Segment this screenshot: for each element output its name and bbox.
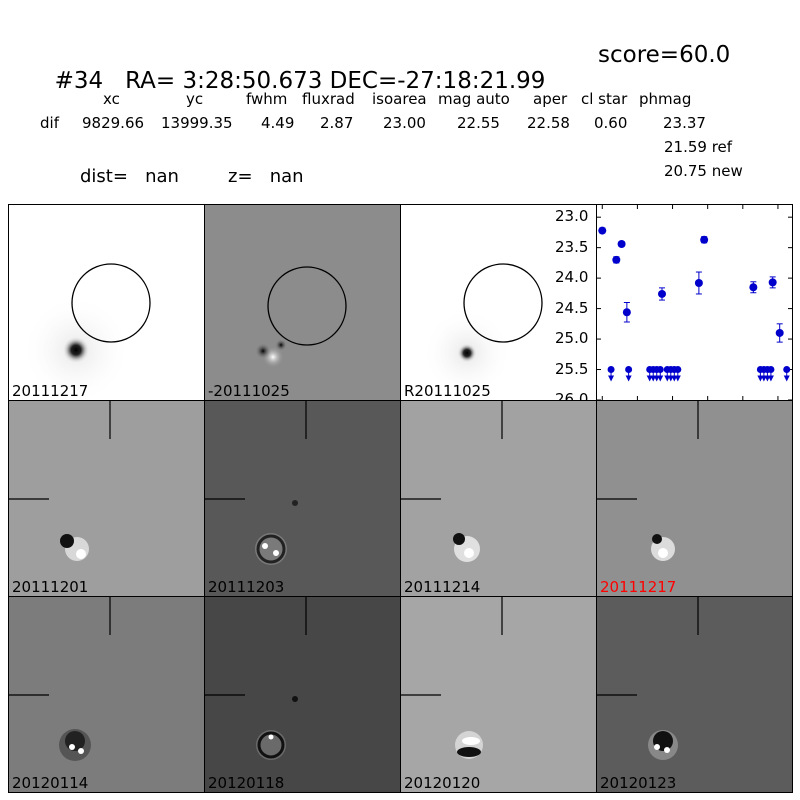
data-point bbox=[700, 235, 709, 244]
stamp-image bbox=[205, 597, 307, 760]
aperture-circle bbox=[463, 263, 543, 343]
image-panel-diff: -20111025 bbox=[204, 204, 401, 401]
cell-phmag: 23.37 bbox=[663, 114, 706, 132]
y-tick-label: 24.0 bbox=[555, 268, 589, 287]
image-panel-epoch: 20120120 bbox=[400, 596, 597, 793]
cell-fwhm: 4.49 bbox=[261, 114, 295, 132]
panel-label-highlight: 20111217 bbox=[600, 578, 677, 596]
cell-isoarea: 23.00 bbox=[383, 114, 426, 132]
image-panel-epoch: 20111201 bbox=[8, 400, 205, 597]
data-point bbox=[749, 283, 758, 292]
panel-label: -20111025 bbox=[208, 382, 290, 400]
col-header-cl-star: cl star bbox=[581, 90, 628, 108]
image-panel-epoch: 20120114 bbox=[8, 596, 205, 793]
panel-label: 20111217 bbox=[12, 382, 89, 400]
cell-cl-star: 0.60 bbox=[594, 114, 628, 132]
col-header-xc: xc bbox=[103, 90, 120, 108]
upper-limit-arrow bbox=[767, 375, 774, 382]
stamp-image bbox=[401, 597, 503, 759]
data-point bbox=[768, 278, 777, 287]
data-point bbox=[694, 279, 703, 287]
image-panel-epoch: 20120123 bbox=[596, 596, 793, 793]
upper-limit-arrow bbox=[783, 375, 790, 382]
cell-mag-auto: 22.55 bbox=[457, 114, 500, 132]
z-value: z= nan bbox=[228, 166, 304, 187]
y-tick-label: 23.5 bbox=[555, 237, 589, 256]
light-curve-chart bbox=[596, 204, 793, 401]
stamp-image bbox=[21, 263, 151, 400]
ref-mag: 21.59 ref bbox=[664, 138, 733, 156]
candidate-id: #34 bbox=[54, 68, 104, 94]
col-header-fwhm: fwhm bbox=[246, 90, 288, 108]
upper-limit-arrow bbox=[608, 375, 615, 382]
panel-label: 20120118 bbox=[208, 774, 285, 792]
cell-yc: 13999.35 bbox=[161, 114, 233, 132]
col-header-aper: aper bbox=[533, 90, 568, 108]
stamp-image bbox=[597, 401, 699, 561]
panel-label: 20111203 bbox=[208, 578, 285, 596]
data-point bbox=[612, 255, 621, 264]
image-panel-epoch-current: 20111217 bbox=[596, 400, 793, 597]
panel-label: 20120120 bbox=[404, 774, 481, 792]
stamp-image bbox=[9, 597, 111, 761]
stamp-image bbox=[422, 263, 543, 398]
stamp-image bbox=[597, 597, 699, 760]
panel-label: 20111214 bbox=[404, 578, 481, 596]
col-header-isoarea: isoarea bbox=[372, 90, 427, 108]
y-tick-label: 24.5 bbox=[555, 298, 589, 317]
col-header-mag-auto: mag auto bbox=[438, 90, 510, 108]
data-point bbox=[658, 289, 666, 298]
stamp-image bbox=[205, 401, 307, 565]
cell-aper: 22.58 bbox=[527, 114, 570, 132]
upper-limit-arrow bbox=[657, 375, 664, 382]
stamp-image bbox=[9, 401, 111, 561]
image-panel-epoch: 20120118 bbox=[204, 596, 401, 793]
panel-label: 20111201 bbox=[12, 578, 89, 596]
col-header-yc: yc bbox=[186, 90, 204, 108]
upper-limit-arrow bbox=[674, 375, 681, 382]
dec-value: DEC=-27:18:21.99 bbox=[329, 68, 546, 94]
y-tick-label: 23.0 bbox=[555, 207, 589, 226]
image-panel-epoch: 20111203 bbox=[204, 400, 401, 597]
y-tick-label: 25.0 bbox=[555, 329, 589, 348]
data-point bbox=[775, 328, 784, 337]
new-mag: 20.75 new bbox=[664, 162, 743, 180]
stamp-image bbox=[401, 401, 503, 562]
cell-xc: 9829.66 bbox=[82, 114, 145, 132]
light-curve-plot bbox=[597, 205, 792, 400]
data-point bbox=[617, 240, 626, 248]
panel-label: 20120114 bbox=[12, 774, 89, 792]
image-panel-epoch: 20111214 bbox=[400, 400, 597, 597]
data-point bbox=[622, 308, 631, 317]
panel-label: R20111025 bbox=[404, 382, 491, 400]
score-value: score=60.0 bbox=[598, 42, 731, 68]
dist-value: dist= nan bbox=[80, 166, 179, 187]
panel-label: 20120123 bbox=[600, 774, 677, 792]
col-header-fluxrad: fluxrad bbox=[302, 90, 355, 108]
image-panel-new: 20111217 bbox=[8, 204, 205, 401]
aperture-circle bbox=[267, 266, 347, 346]
ra-value: RA= 3:28:50.673 bbox=[125, 68, 323, 94]
aperture-circle bbox=[71, 263, 151, 343]
upper-limit-arrow bbox=[625, 375, 632, 382]
cell-fluxrad: 2.87 bbox=[320, 114, 354, 132]
stamp-image bbox=[255, 266, 347, 368]
row-label: dif bbox=[40, 114, 59, 132]
col-header-phmag: phmag bbox=[639, 90, 692, 108]
data-point bbox=[598, 226, 607, 235]
y-tick-label: 25.5 bbox=[555, 359, 589, 378]
page-title: #34 RA= 3:28:50.673 DEC=-27:18:21.99 bbox=[40, 42, 546, 94]
